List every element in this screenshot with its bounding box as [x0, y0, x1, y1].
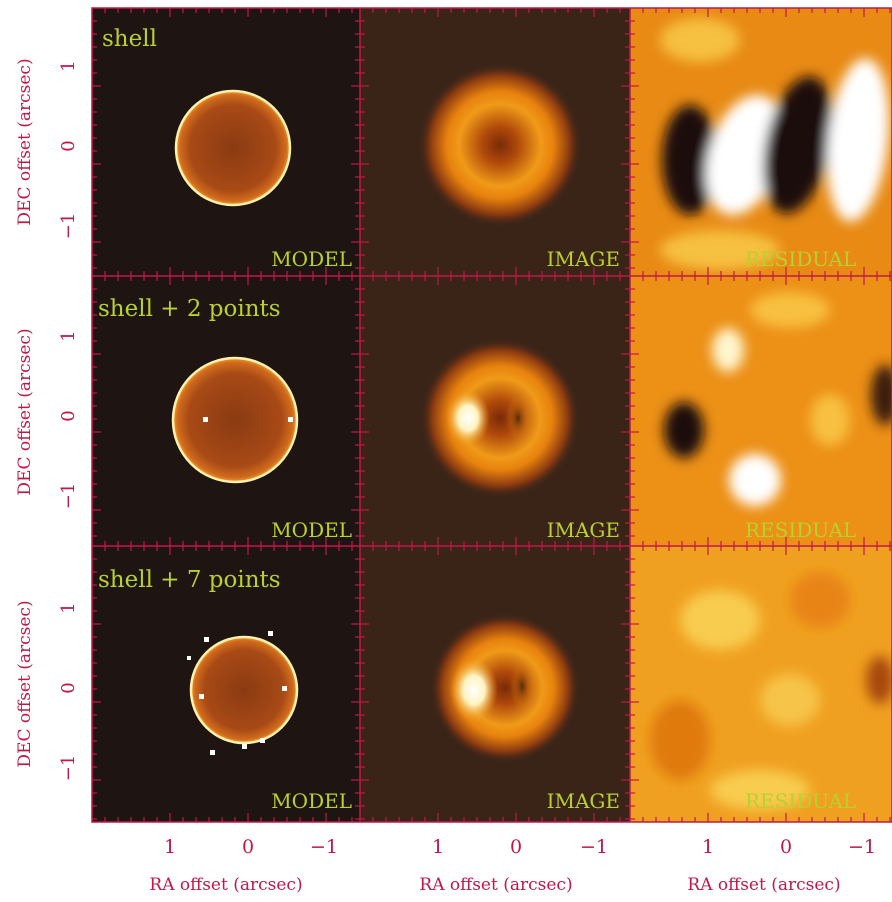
model-points [187, 631, 287, 755]
x-tick-label: −1 [310, 836, 338, 858]
row1-image-label: IMAGE [547, 247, 620, 271]
y-tick-labels: 1 0 −1 1 0 −1 1 0 −1 [58, 60, 79, 781]
row1-model-label: MODEL [271, 247, 352, 271]
panel-row2-model [92, 276, 360, 546]
y-tick-label: −1 [58, 755, 79, 782]
row2-residual-label: RESIDUAL [745, 518, 856, 542]
y-tick-label: 1 [58, 602, 79, 613]
x-axis-label-col1: RA offset (arcsec) [149, 875, 302, 895]
panel-row1-residual [630, 8, 892, 276]
tick-marks [92, 8, 891, 822]
row2-model-label: MODEL [271, 518, 352, 542]
y-axis-label-row2: DEC offset (arcsec) [15, 328, 35, 495]
y-tick-label: 1 [58, 330, 79, 341]
row3-title: shell + 7 points [98, 567, 281, 593]
y-tick-label: 0 [58, 140, 79, 151]
y-tick-label: 0 [58, 410, 79, 421]
panel-row3-model [92, 546, 360, 822]
x-tick-label: 0 [780, 836, 792, 858]
panel-row3-image [360, 546, 630, 822]
x-tick-label: −1 [848, 836, 876, 858]
x-tick-label: −1 [580, 836, 608, 858]
x-tick-label: 1 [164, 836, 176, 858]
row1-residual-label: RESIDUAL [745, 247, 856, 271]
panel-frames [91, 7, 892, 823]
y-axis-label-row3: DEC offset (arcsec) [15, 600, 35, 767]
panel-row2-image [360, 276, 630, 546]
y-tick-label: 0 [58, 682, 79, 693]
x-axis-label-col3: RA offset (arcsec) [687, 875, 840, 895]
x-axis-label-col2: RA offset (arcsec) [419, 875, 572, 895]
y-tick-label: −1 [58, 483, 79, 510]
y-axis-label-row1: DEC offset (arcsec) [15, 58, 35, 225]
x-tick-label: 0 [242, 836, 254, 858]
row1-title: shell [102, 26, 157, 52]
row2-image-label: IMAGE [547, 518, 620, 542]
y-tick-label: −1 [58, 213, 79, 240]
panel-row3-residual [630, 546, 892, 822]
row2-title: shell + 2 points [98, 296, 281, 322]
panel-row1-model [92, 8, 360, 276]
panel-row1-image [360, 8, 630, 276]
x-tick-label: 1 [702, 836, 714, 858]
panel-row2-residual [630, 276, 892, 546]
x-tick-labels: 1 0 −1 1 0 −1 1 0 −1 [164, 836, 876, 858]
x-tick-label: 1 [432, 836, 444, 858]
row3-model-label: MODEL [271, 789, 352, 813]
row3-image-label: IMAGE [547, 789, 620, 813]
row3-residual-label: RESIDUAL [745, 789, 856, 813]
x-tick-label: 0 [510, 836, 522, 858]
y-tick-label: 1 [58, 60, 79, 71]
